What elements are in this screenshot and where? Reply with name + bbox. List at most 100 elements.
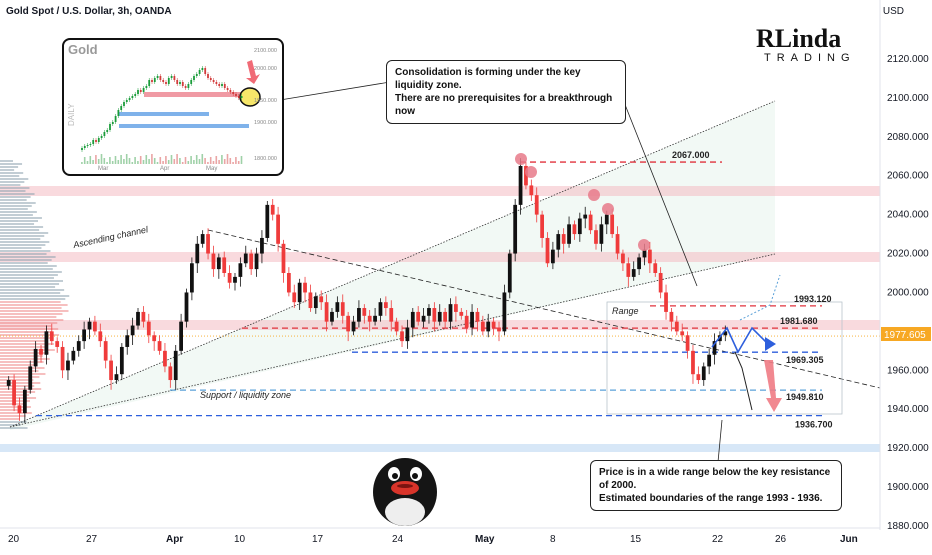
volume-profile-bar bbox=[0, 268, 53, 270]
inset-volume-bar bbox=[226, 154, 229, 164]
candle-body bbox=[335, 302, 340, 312]
inset-x-ticks: Mar Apr May bbox=[98, 166, 217, 172]
y-tick-label: 1920.000 bbox=[887, 443, 929, 454]
inset-candle-body bbox=[151, 80, 153, 82]
candle-body bbox=[195, 243, 200, 264]
inset-volume-bar bbox=[201, 154, 204, 164]
candle-body bbox=[146, 321, 151, 336]
volume-profile-bar bbox=[0, 427, 28, 429]
inset-candle-body bbox=[215, 82, 218, 84]
inset-candle-body bbox=[81, 148, 83, 150]
swing-high-marker bbox=[515, 153, 527, 165]
penguin-mascot bbox=[373, 458, 437, 526]
candle-body bbox=[211, 253, 216, 270]
channel-upper-line bbox=[9, 100, 776, 428]
callout-top-pointer bbox=[279, 81, 391, 101]
volume-profile-bar bbox=[0, 421, 27, 423]
candle-body bbox=[394, 321, 399, 332]
inset-candle-body bbox=[218, 84, 221, 86]
candle-body bbox=[685, 335, 690, 351]
volume-profile-bar bbox=[0, 346, 48, 348]
candle-body bbox=[216, 257, 221, 270]
inset-candle-body bbox=[237, 96, 240, 98]
inset-candle-body bbox=[103, 132, 106, 136]
volume-profile-bar bbox=[0, 364, 38, 366]
volume-profile-bar bbox=[0, 373, 46, 375]
candle-body bbox=[534, 195, 539, 215]
candle-body bbox=[696, 374, 701, 381]
inset-y-tick: 1800.000 bbox=[254, 156, 277, 162]
candle-body bbox=[66, 360, 70, 371]
volume-profile-bar bbox=[0, 391, 36, 393]
candle-body bbox=[130, 325, 135, 336]
volume-profile-bar bbox=[0, 241, 50, 243]
x-tick-label: 26 bbox=[775, 534, 787, 545]
inset-volume-bar bbox=[204, 158, 206, 164]
penguin-pupil-right bbox=[412, 473, 418, 479]
inset-volume-bar bbox=[235, 157, 237, 164]
volume-profile-bar bbox=[0, 217, 42, 219]
candle-body bbox=[599, 224, 604, 244]
penguin-belly bbox=[385, 498, 425, 526]
brand-name: RLinda bbox=[756, 24, 842, 53]
forecast-path-down bbox=[734, 351, 753, 411]
candle-body bbox=[669, 311, 674, 322]
forecast-arrow-right-icon bbox=[765, 337, 776, 351]
volume-profile-bar bbox=[0, 277, 54, 279]
volume-profile-bar bbox=[0, 181, 25, 183]
inset-svg: 2100.000 2000.000 1950.000 1900.000 1800.000… bbox=[67, 48, 277, 172]
forecast-zigzag bbox=[711, 326, 769, 354]
y-tick-label: 2000.000 bbox=[887, 287, 929, 298]
candle-body bbox=[49, 331, 54, 342]
volume-profile-bar bbox=[0, 355, 43, 357]
inset-volume-bar bbox=[153, 158, 156, 164]
inset-candle-body bbox=[173, 76, 176, 80]
level-label: 1936.700 bbox=[795, 420, 833, 430]
inset-side-label: DAILY bbox=[67, 103, 76, 126]
inset-candle-body bbox=[232, 92, 235, 94]
inset-volume-bar bbox=[162, 161, 164, 164]
candle-body bbox=[17, 405, 22, 414]
inset-volume-bar bbox=[148, 159, 150, 164]
volume-profile-bar bbox=[0, 253, 47, 255]
inset-volume-bar bbox=[120, 155, 122, 164]
candle-body bbox=[33, 348, 38, 367]
candle-body bbox=[658, 273, 663, 293]
inset-volume-bar bbox=[218, 160, 220, 164]
y-axis-ticks: 1880.000 1900.000 1920.000 1940.000 1960.000… bbox=[887, 54, 929, 532]
volume-profile-bar bbox=[0, 256, 56, 258]
inset-volume-bar bbox=[131, 162, 134, 164]
x-tick-label: Jun bbox=[840, 534, 858, 545]
callout-bottom-pointer bbox=[717, 419, 723, 463]
candle-body bbox=[367, 315, 372, 322]
y-tick-label: 1940.000 bbox=[887, 404, 929, 415]
volume-profile-bar bbox=[0, 313, 63, 315]
resistance-zone-2050 bbox=[0, 186, 880, 196]
candle-body bbox=[723, 331, 728, 336]
swing-high-marker bbox=[525, 166, 537, 178]
candle-body bbox=[513, 204, 518, 254]
candle-body bbox=[680, 331, 685, 336]
volume-profile-bar bbox=[0, 175, 20, 177]
inset-candle-body bbox=[201, 68, 204, 70]
candle-body bbox=[114, 374, 119, 381]
inset-candle-body bbox=[184, 86, 187, 88]
inset-candle-body bbox=[198, 70, 201, 74]
candle-body bbox=[136, 311, 140, 326]
inset-candle-body bbox=[179, 82, 181, 84]
swing-high-marker bbox=[602, 203, 614, 215]
inset-volume-bar bbox=[89, 156, 92, 164]
volume-profile-bar bbox=[0, 289, 65, 291]
candle-body bbox=[200, 234, 205, 244]
inset-candle-body bbox=[128, 98, 131, 100]
candle-body bbox=[184, 292, 189, 322]
candle-body bbox=[254, 253, 259, 270]
inset-candle-body bbox=[145, 86, 148, 88]
inset-candle-body bbox=[176, 80, 179, 84]
volume-profile-bar bbox=[0, 331, 53, 333]
volume-profile-bar bbox=[0, 418, 20, 420]
inset-volume-bar bbox=[229, 158, 232, 164]
candle-body bbox=[486, 321, 491, 332]
volume-profile-bar bbox=[0, 274, 58, 276]
